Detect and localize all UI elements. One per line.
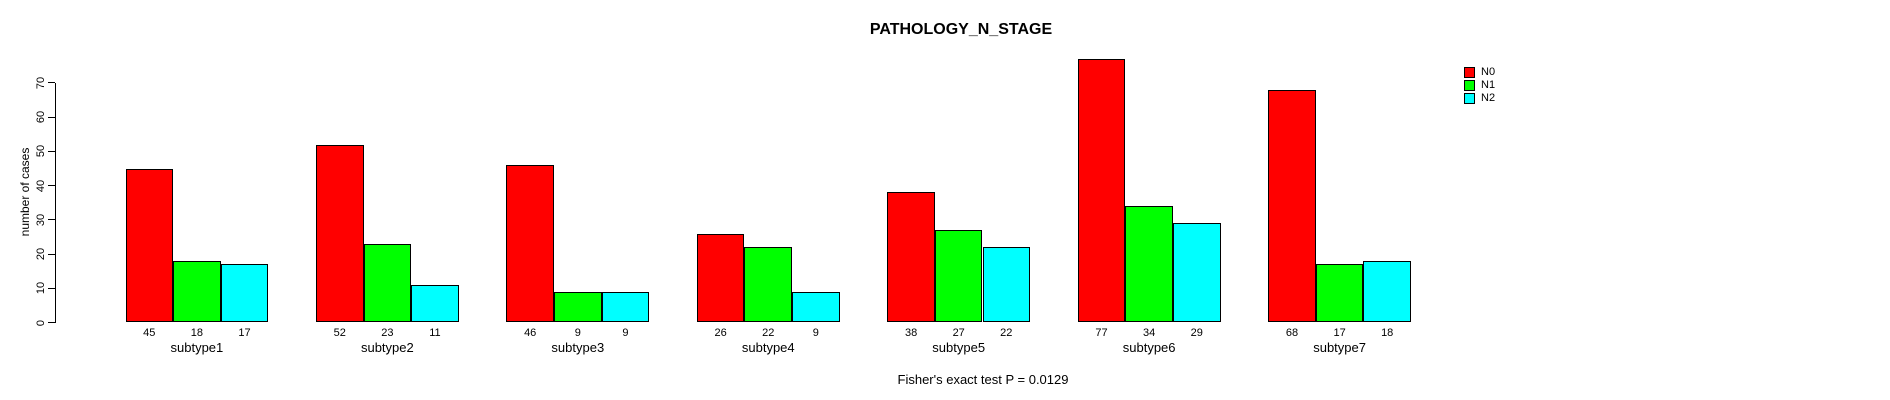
bar-value-subtype2-N0: 52 xyxy=(333,327,346,339)
bar-subtype6-N0 xyxy=(1077,59,1126,323)
bar-value-subtype2-N1: 23 xyxy=(381,327,394,339)
bar-value-subtype1-N0: 45 xyxy=(143,327,156,339)
y-tick-label: 40 xyxy=(35,179,47,192)
bar-value-subtype3-N0: 46 xyxy=(524,327,537,339)
bar-subtype7-N1 xyxy=(1315,264,1364,323)
legend-item-N0: N0 xyxy=(1464,66,1495,79)
legend-item-N1: N1 xyxy=(1464,79,1495,92)
bar-subtype1-N2 xyxy=(220,264,269,323)
bar-subtype2-N1 xyxy=(363,243,412,323)
bar-value-subtype6-N2: 29 xyxy=(1190,327,1203,339)
category-label-subtype2: subtype2 xyxy=(360,340,414,355)
y-tick-mark xyxy=(48,322,55,323)
bar-subtype7-N2 xyxy=(1363,260,1411,323)
y-tick-mark xyxy=(48,253,55,255)
bar-value-subtype1-N2: 17 xyxy=(238,327,251,339)
bar-subtype1-N0 xyxy=(125,168,174,323)
y-tick-mark xyxy=(48,287,55,289)
y-tick-label: 20 xyxy=(35,247,47,261)
y-tick-label: 30 xyxy=(35,213,47,226)
category-label-subtype1: subtype1 xyxy=(170,340,224,355)
bar-value-subtype7-N2: 18 xyxy=(1381,327,1394,339)
bar-value-subtype5-N0: 38 xyxy=(904,327,918,339)
annotation-text: Fisher's exact test P = 0.0129 xyxy=(897,372,1069,387)
bar-value-subtype5-N2: 22 xyxy=(1000,327,1013,339)
bar-subtype4-N1 xyxy=(744,247,793,323)
bar-value-subtype3-N1: 9 xyxy=(574,327,581,339)
legend-label-N0: N0 xyxy=(1481,66,1496,78)
y-tick-label: 70 xyxy=(35,76,47,90)
bar-subtype1-N1 xyxy=(173,260,221,323)
bar-value-subtype6-N0: 77 xyxy=(1095,327,1108,339)
bar-subtype4-N2 xyxy=(792,291,840,323)
category-label-subtype4: subtype4 xyxy=(741,340,795,355)
bar-subtype6-N1 xyxy=(1125,206,1173,323)
bar-subtype3-N2 xyxy=(601,291,650,323)
bar-subtype7-N0 xyxy=(1268,89,1316,323)
bar-subtype4-N0 xyxy=(696,233,745,323)
bar-value-subtype2-N2: 11 xyxy=(429,327,441,339)
y-tick-mark xyxy=(48,185,55,187)
bar-value-subtype6-N1: 34 xyxy=(1143,327,1156,339)
category-label-subtype7: subtype7 xyxy=(1313,340,1366,355)
legend-swatch-N0 xyxy=(1464,67,1475,78)
bar-subtype2-N0 xyxy=(315,144,364,323)
bar-value-subtype5-N1: 27 xyxy=(952,327,965,339)
y-tick-mark xyxy=(48,150,55,152)
bar-value-subtype4-N1: 22 xyxy=(762,327,775,339)
bar-subtype3-N0 xyxy=(506,165,554,323)
category-label-subtype6: subtype6 xyxy=(1122,340,1176,355)
bar-subtype3-N1 xyxy=(554,291,602,323)
bar-value-subtype7-N0: 68 xyxy=(1285,327,1299,339)
legend-swatch-N2 xyxy=(1464,93,1475,104)
y-tick-label: 50 xyxy=(35,145,47,158)
bar-subtype2-N2 xyxy=(411,284,459,323)
y-tick-label: 60 xyxy=(35,111,47,124)
bar-value-subtype1-N1: 18 xyxy=(190,327,204,339)
bar-value-subtype4-N2: 9 xyxy=(812,327,819,339)
y-axis-line xyxy=(55,82,56,324)
legend-label-N2: N2 xyxy=(1481,92,1496,104)
bar-subtype5-N2 xyxy=(982,247,1031,323)
y-tick-label: 0 xyxy=(35,319,47,326)
bar-value-subtype3-N2: 9 xyxy=(622,327,629,339)
category-label-subtype5: subtype5 xyxy=(932,340,986,355)
legend-swatch-N1 xyxy=(1464,80,1475,91)
legend-item-N2: N2 xyxy=(1464,92,1495,105)
y-tick-mark xyxy=(48,116,55,118)
y-tick-mark xyxy=(48,82,55,84)
chart-title: PATHOLOGY_N_STAGE xyxy=(869,21,1053,38)
bar-value-subtype4-N0: 26 xyxy=(714,327,727,339)
y-axis-title: number of cases xyxy=(18,147,32,237)
category-label-subtype3: subtype3 xyxy=(551,340,605,355)
bar-subtype6-N2 xyxy=(1172,223,1221,323)
legend: N0 N1 N2 xyxy=(1464,66,1495,105)
y-tick-mark xyxy=(48,219,55,221)
bar-subtype5-N1 xyxy=(934,230,983,323)
bar-value-subtype7-N1: 17 xyxy=(1333,327,1346,339)
legend-label-N1: N1 xyxy=(1481,79,1496,91)
y-tick-label: 10 xyxy=(35,282,47,295)
bar-subtype5-N0 xyxy=(887,192,935,323)
